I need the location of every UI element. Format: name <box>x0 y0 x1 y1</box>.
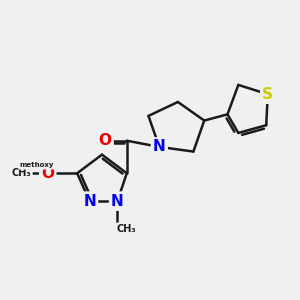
Text: methoxy: methoxy <box>20 163 54 169</box>
Text: CH₃: CH₃ <box>12 168 31 178</box>
Text: S: S <box>262 87 273 102</box>
Text: N: N <box>111 194 124 208</box>
Text: O: O <box>41 166 54 181</box>
Text: CH₃: CH₃ <box>117 224 136 234</box>
Text: O: O <box>99 133 112 148</box>
Text: N: N <box>83 194 96 208</box>
Text: N: N <box>153 140 166 154</box>
